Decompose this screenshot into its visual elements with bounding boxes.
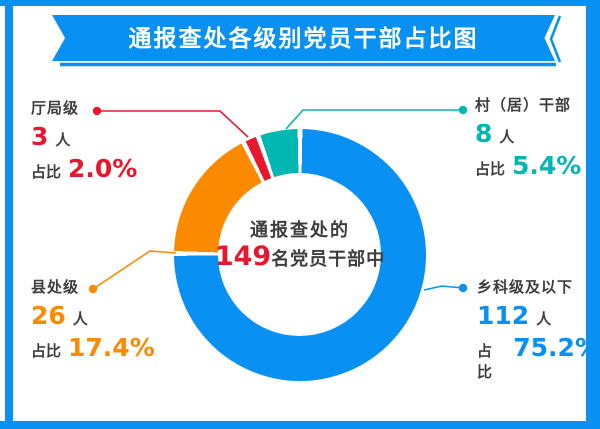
frame-border-bottom	[0, 421, 600, 429]
center-line1: 通报查处的	[250, 220, 350, 240]
callout-county: 县处级 26 人 占比 17.4%	[31, 279, 155, 361]
callout-village-name: 村（居）干部	[475, 97, 572, 114]
center-line2-suffix: 名党员干部中	[271, 249, 386, 269]
callout-village-count: 8	[475, 119, 493, 148]
callout-village-prefix: 占比	[475, 161, 506, 178]
frame-border-top	[0, 0, 600, 6]
center-line2: 149名党员干部中	[174, 242, 426, 274]
callout-county-count: 26	[31, 301, 66, 330]
callout-county-prefix: 占比	[31, 343, 62, 360]
leader-dot-township	[458, 283, 468, 293]
leader-line-township	[423, 285, 464, 291]
callout-township-count: 112	[477, 301, 530, 330]
title-ribbon: 通报查处各级别党员干部占比图	[52, 15, 555, 61]
callout-bureau-name: 厅局级	[31, 100, 80, 117]
callout-township-name: 乡科级及以下	[477, 279, 574, 296]
callout-bureau-count: 3	[31, 122, 49, 151]
callout-township-unit: 人	[536, 311, 552, 328]
center-total-count: 149	[214, 241, 272, 272]
callout-township: 乡科级及以下 112 人 占比 75.2%	[477, 279, 600, 382]
callout-village-percent: 5.4%	[512, 151, 582, 180]
callout-county-unit: 人	[72, 311, 88, 328]
frame-border-left	[5, 0, 13, 429]
callout-county-percent: 17.4%	[68, 333, 155, 362]
callout-township-percent: 75.2%	[513, 333, 600, 362]
donut-hole	[218, 173, 381, 336]
callout-bureau-prefix: 占比	[31, 164, 62, 181]
callout-township-prefix: 占比	[477, 343, 493, 381]
frame-border-right	[586, 0, 600, 429]
callout-bureau-unit: 人	[55, 132, 71, 149]
leader-dot-village	[458, 105, 468, 115]
callout-bureau-percent: 2.0%	[68, 154, 138, 183]
leader-line-village	[285, 109, 463, 130]
ribbon-right-chevron	[549, 15, 562, 63]
callout-county-name: 县处级	[31, 279, 80, 296]
chart-title: 通报查处各级别党员干部占比图	[128, 25, 479, 51]
donut-center-text: 通报查处的 149名党员干部中	[174, 218, 426, 274]
callout-village-unit: 人	[499, 129, 515, 146]
